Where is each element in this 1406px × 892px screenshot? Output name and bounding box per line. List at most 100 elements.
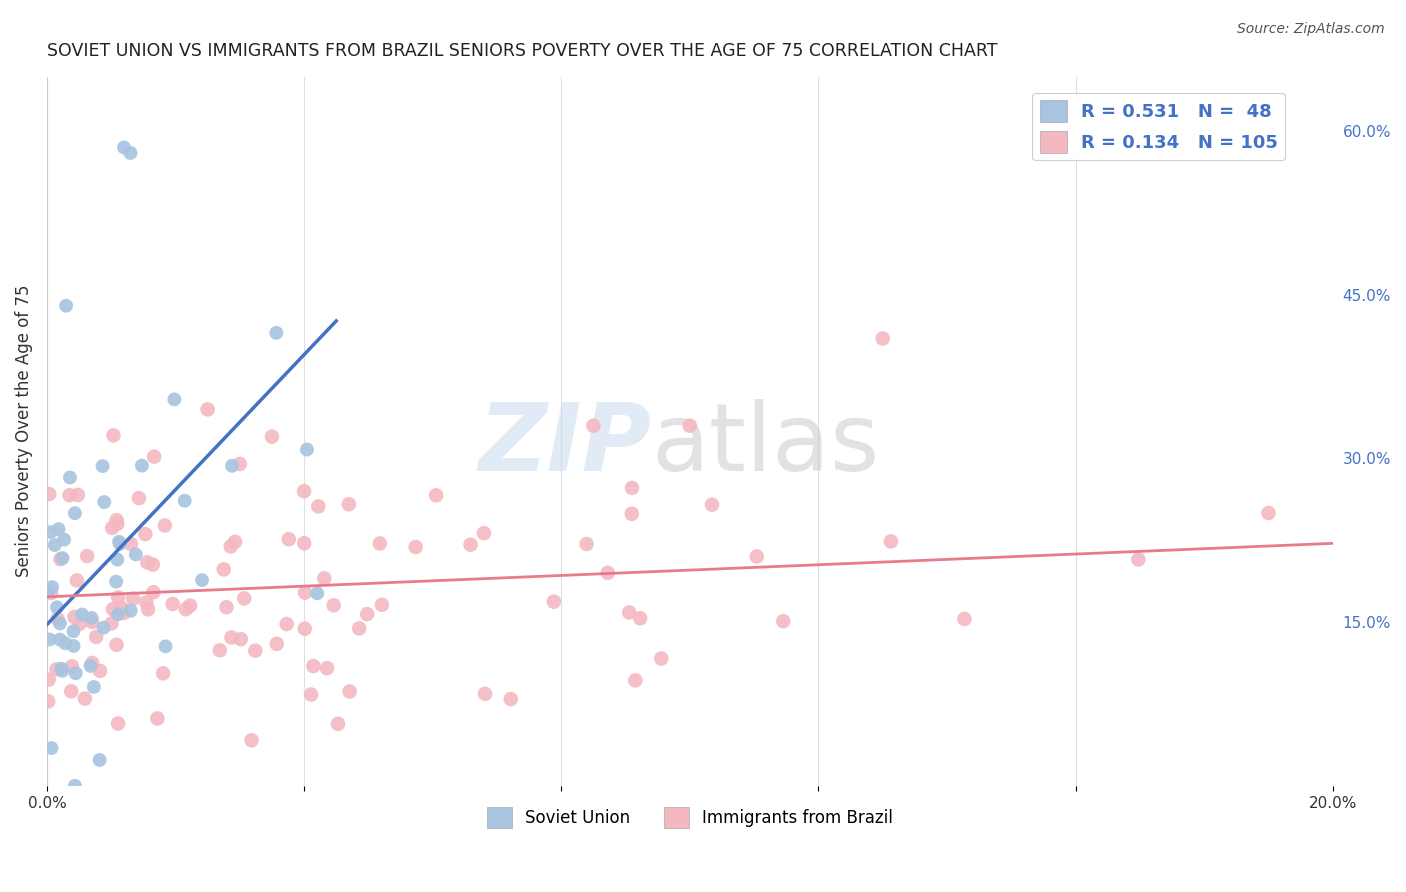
Point — [322, 599, 344, 613]
Point — [105, 552, 128, 566]
Point — [650, 651, 672, 665]
Point — [45, 662, 67, 676]
Point — [163, 392, 186, 407]
Point — [107, 716, 129, 731]
Point — [48, 522, 70, 536]
Point — [276, 617, 298, 632]
Point — [179, 599, 201, 613]
Point — [39, 524, 62, 539]
Point — [224, 534, 246, 549]
Point — [197, 402, 219, 417]
Point — [307, 500, 329, 514]
Point — [624, 673, 647, 688]
Point — [83, 680, 105, 694]
Point — [107, 607, 129, 622]
Point — [772, 614, 794, 628]
Point — [215, 600, 238, 615]
Point — [93, 621, 115, 635]
Point — [105, 516, 128, 531]
Point — [105, 638, 128, 652]
Point — [266, 326, 288, 340]
Point — [582, 418, 605, 433]
Point — [266, 637, 288, 651]
Point — [621, 481, 644, 495]
Point — [347, 622, 370, 636]
Point — [260, 430, 283, 444]
Point — [51, 662, 73, 676]
Point — [62, 639, 84, 653]
Point — [38, 487, 60, 501]
Point — [155, 640, 177, 654]
Point — [58, 488, 80, 502]
Point — [46, 612, 69, 626]
Point — [53, 636, 76, 650]
Point — [146, 711, 169, 725]
Text: atlas: atlas — [651, 400, 880, 491]
Point — [101, 602, 124, 616]
Point — [108, 537, 131, 551]
Point — [66, 574, 89, 588]
Point — [221, 631, 243, 645]
Point — [219, 540, 242, 554]
Point — [41, 580, 63, 594]
Point — [745, 549, 768, 564]
Point — [294, 585, 316, 599]
Point — [405, 540, 427, 554]
Point — [596, 566, 619, 580]
Point — [134, 527, 156, 541]
Point — [110, 601, 132, 615]
Point — [173, 493, 195, 508]
Point — [679, 418, 702, 433]
Point — [80, 611, 103, 625]
Point — [49, 632, 72, 647]
Point — [53, 533, 76, 547]
Point — [152, 666, 174, 681]
Point — [63, 506, 86, 520]
Point — [314, 571, 336, 585]
Point — [105, 513, 128, 527]
Point — [326, 716, 349, 731]
Point — [229, 632, 252, 647]
Point — [142, 585, 165, 599]
Point — [153, 518, 176, 533]
Text: ZIP: ZIP — [478, 400, 651, 491]
Point — [38, 632, 60, 647]
Point — [44, 538, 66, 552]
Point — [460, 538, 482, 552]
Point — [233, 591, 256, 606]
Point — [91, 459, 114, 474]
Point — [292, 484, 315, 499]
Point — [136, 555, 159, 569]
Point — [628, 611, 651, 625]
Point — [339, 684, 361, 698]
Point — [41, 741, 63, 756]
Point — [66, 488, 89, 502]
Point — [38, 673, 60, 687]
Point — [143, 450, 166, 464]
Point — [299, 688, 322, 702]
Point — [89, 753, 111, 767]
Point — [472, 526, 495, 541]
Point — [880, 534, 903, 549]
Point — [100, 616, 122, 631]
Point — [59, 470, 82, 484]
Point — [953, 612, 976, 626]
Point — [62, 624, 84, 639]
Point — [82, 656, 104, 670]
Point — [1128, 552, 1150, 566]
Point — [316, 661, 339, 675]
Point — [307, 586, 329, 600]
Point — [128, 491, 150, 505]
Point — [142, 558, 165, 572]
Point — [872, 331, 894, 345]
Point — [302, 659, 325, 673]
Legend: Soviet Union, Immigrants from Brazil: Soviet Union, Immigrants from Brazil — [481, 800, 900, 834]
Point — [112, 606, 135, 620]
Point — [60, 684, 83, 698]
Point — [425, 488, 447, 502]
Point — [295, 442, 318, 457]
Point — [60, 659, 83, 673]
Point — [294, 622, 316, 636]
Point — [51, 664, 73, 678]
Point — [700, 498, 723, 512]
